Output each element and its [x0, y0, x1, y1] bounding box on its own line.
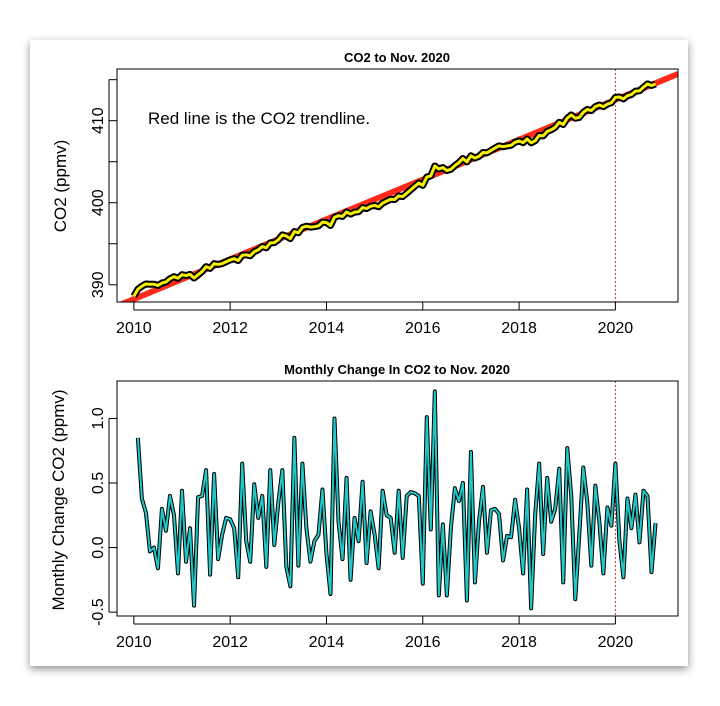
- y-tick-label: 390: [90, 271, 107, 298]
- trendline-annotation: Red line is the CO2 trendline.: [148, 109, 370, 128]
- y-tick-label: 0.0: [90, 536, 107, 558]
- y-tick-label: 1.0: [90, 407, 107, 429]
- top-chart-ylabel: CO2 (ppmv): [51, 140, 70, 233]
- x-tick-label: 2014: [309, 320, 345, 337]
- x-tick-label: 2016: [405, 320, 441, 337]
- plot-area: [119, 69, 678, 302]
- top-chart-title: CO2 to Nov. 2020: [344, 50, 450, 65]
- series-line: [136, 390, 657, 610]
- x-tick-label: 2010: [116, 320, 152, 337]
- y-tick-label: 0.5: [90, 472, 107, 494]
- y-tick-label: -0.5: [90, 598, 107, 626]
- x-tick-label: 2020: [598, 634, 634, 651]
- x-tick-label: 2014: [309, 634, 345, 651]
- bottom-chart-plot: 2010 2012 2014 2016 2018 2020 -0.5 0.0 0.5 1.0: [90, 380, 679, 651]
- x-tick-label: 2018: [501, 320, 537, 337]
- x-tick-label: 2018: [501, 634, 537, 651]
- x-tick-label: 2016: [405, 634, 441, 651]
- plot-area: [135, 381, 658, 616]
- bottom-chart-title: Monthly Change In CO2 to Nov. 2020: [284, 362, 510, 377]
- top-chart-plot: 2010 2012 2014 2016 2018 2020 390 400 410: [90, 68, 679, 337]
- x-tick-label: 2010: [116, 634, 152, 651]
- x-tick-label: 2012: [212, 634, 248, 651]
- y-tick-label: 410: [90, 107, 107, 134]
- x-tick-label: 2012: [212, 320, 248, 337]
- plot-frame: [116, 380, 679, 617]
- plot-frame: [116, 68, 679, 303]
- x-tick-label: 2020: [598, 320, 634, 337]
- bottom-chart-ylabel: Monthly Change CO2 (ppmv): [49, 389, 68, 610]
- y-tick-label: 400: [90, 189, 107, 216]
- series-line: [132, 82, 657, 298]
